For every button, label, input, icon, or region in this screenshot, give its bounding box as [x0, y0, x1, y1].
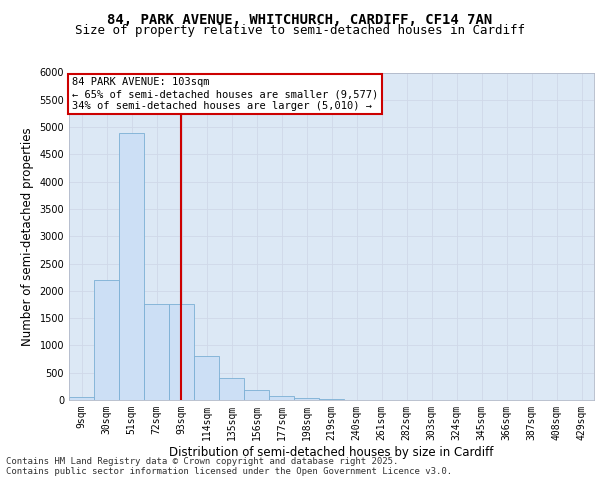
Text: Contains public sector information licensed under the Open Government Licence v3: Contains public sector information licen… [6, 468, 452, 476]
Text: 84, PARK AVENUE, WHITCHURCH, CARDIFF, CF14 7AN: 84, PARK AVENUE, WHITCHURCH, CARDIFF, CF… [107, 12, 493, 26]
Bar [244, 390, 269, 400]
Bar [294, 398, 319, 400]
Text: Contains HM Land Registry data © Crown copyright and database right 2025.: Contains HM Land Registry data © Crown c… [6, 458, 398, 466]
Text: Size of property relative to semi-detached houses in Cardiff: Size of property relative to semi-detach… [75, 24, 525, 37]
Y-axis label: Number of semi-detached properties: Number of semi-detached properties [21, 127, 34, 346]
Bar [94, 280, 119, 400]
Bar [69, 398, 94, 400]
Bar [144, 304, 169, 400]
Text: 84 PARK AVENUE: 103sqm
← 65% of semi-detached houses are smaller (9,577)
34% of : 84 PARK AVENUE: 103sqm ← 65% of semi-det… [71, 78, 378, 110]
Bar [269, 396, 294, 400]
X-axis label: Distribution of semi-detached houses by size in Cardiff: Distribution of semi-detached houses by … [169, 446, 494, 458]
Bar [119, 132, 144, 400]
Bar [219, 378, 244, 400]
Bar [194, 356, 219, 400]
Bar [169, 304, 194, 400]
